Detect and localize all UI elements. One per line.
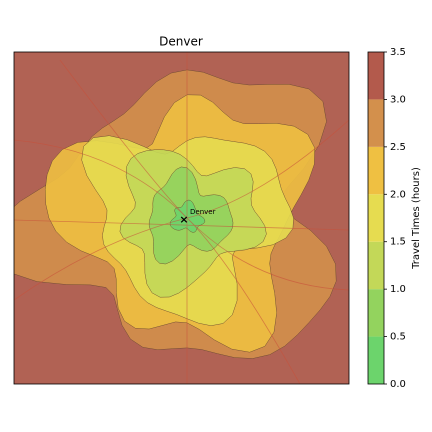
colorbar-tick-label: 1.0 bbox=[390, 284, 406, 295]
colorbar-segment bbox=[368, 99, 384, 147]
colorbar-tick-label: 0.5 bbox=[390, 332, 406, 343]
colorbar-segment bbox=[368, 52, 384, 100]
colorbar-tick-label: 2.5 bbox=[390, 142, 406, 153]
colorbar-segment bbox=[368, 241, 384, 290]
colorbar-segment bbox=[368, 146, 384, 195]
marker: × bbox=[179, 213, 188, 226]
colorbar-label: Travel Times (hours) bbox=[411, 167, 422, 270]
colorbar-segment bbox=[368, 194, 384, 242]
colorbar-tick-label: 3.0 bbox=[390, 94, 406, 105]
colorbar-segment bbox=[368, 336, 384, 384]
colorbar-frame bbox=[367, 51, 385, 385]
colorbar-tick-label: 1.5 bbox=[390, 237, 406, 248]
map-frame bbox=[13, 51, 350, 385]
title: Denver bbox=[159, 35, 203, 49]
colorbar-tick-label: 0.0 bbox=[390, 379, 406, 390]
isochrones bbox=[14, 52, 349, 384]
colorbar-segment bbox=[368, 289, 384, 337]
marker-label: Denver bbox=[190, 208, 216, 216]
roads bbox=[14, 52, 349, 384]
isochrone bbox=[169, 199, 206, 233]
colorbar-tick-label: 2.0 bbox=[390, 189, 406, 200]
colorbar-tick-label: 3.5 bbox=[390, 47, 406, 58]
colorbar: 0.0 0.5 1.0 1.5 2.0 2.5 3.0 3.5 bbox=[367, 47, 406, 390]
